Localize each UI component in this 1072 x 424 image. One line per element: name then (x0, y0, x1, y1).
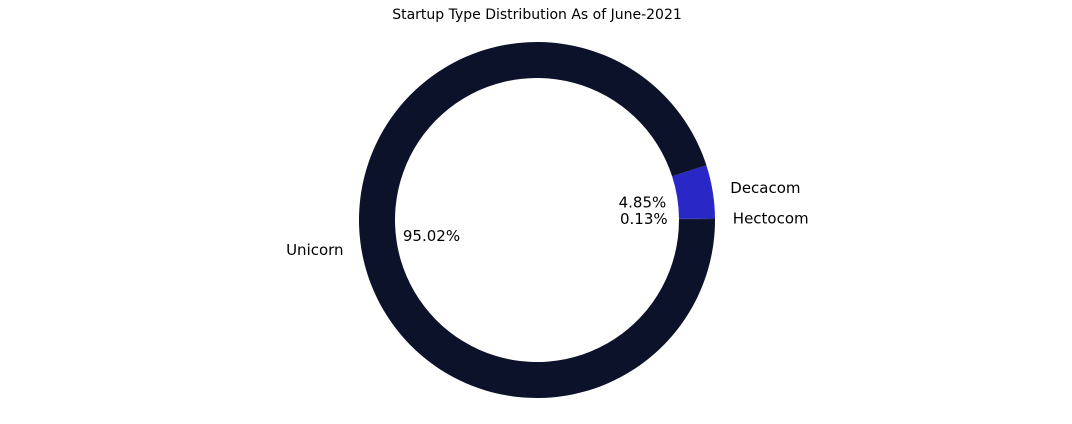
chart-title: Startup Type Distribution As of June-202… (392, 7, 682, 23)
slice-label-hectocom: Hectocom (733, 210, 809, 228)
slice-label-unicorn: Unicorn (286, 241, 344, 259)
slice-pct-hectocom: 0.13% (620, 210, 668, 228)
slice-decacom (672, 165, 715, 219)
slice-labels: Hectocom 0.13% Decacom 4.85% Unicorn 95.02% (286, 179, 809, 259)
slice-hectocom (678, 218, 715, 220)
slice-label-decacom: Decacom (730, 179, 800, 197)
slice-pct-decacom: 4.85% (619, 193, 667, 211)
donut-slices (359, 41, 715, 398)
slice-pct-unicorn: 95.02% (403, 227, 460, 245)
